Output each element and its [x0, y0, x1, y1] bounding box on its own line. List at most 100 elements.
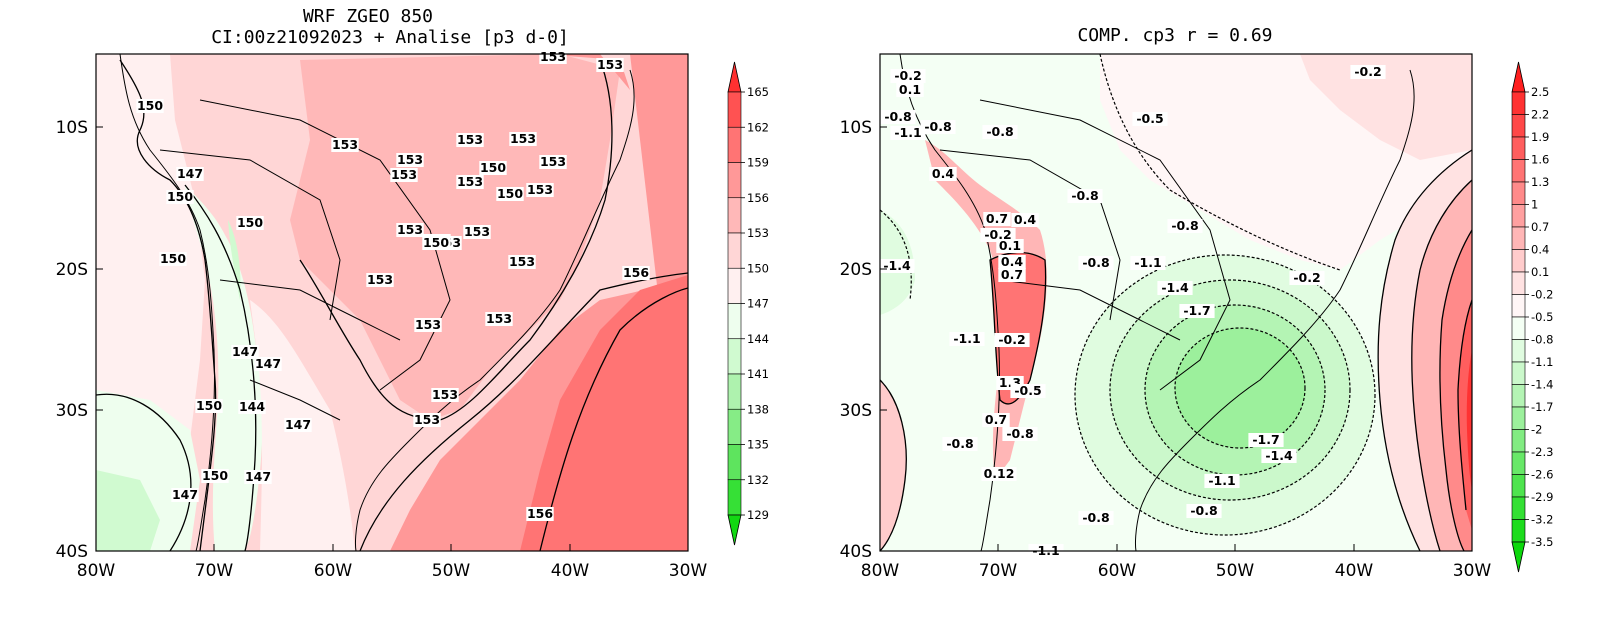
left-ytick-30S: 30S: [56, 401, 103, 421]
left-xtick-label: 30W: [669, 561, 708, 581]
right-xtick-label: 40W: [1335, 561, 1374, 581]
contour-label: 153: [464, 224, 490, 239]
right-contour-n05: [1099, 54, 1341, 271]
contour-label: -0.8: [884, 109, 911, 124]
contour-label: -1.1: [953, 331, 980, 346]
contour-label-bg: [526, 507, 554, 521]
contour-label-bg: [890, 69, 926, 83]
contour-label-bg: [414, 318, 442, 332]
contour-label: 147: [232, 344, 258, 359]
contour-label-bg: [1078, 256, 1114, 270]
colorbar-label: 0.7: [1531, 220, 1549, 234]
contour-label: 153: [540, 154, 566, 169]
right-xtick-30W: 30W: [1453, 544, 1491, 581]
right-andes-red: [990, 252, 1046, 404]
colorbar-swatch: [1511, 406, 1526, 430]
right-ytick-label: 30S: [840, 401, 872, 421]
contour-label: 150: [167, 189, 193, 204]
contour-label-bg: [1289, 271, 1325, 285]
contour-label-bg: [526, 183, 554, 197]
colorbar-label: 147: [747, 297, 769, 311]
contour-label-bg: [998, 268, 1026, 282]
colorbar-label: 150: [747, 261, 769, 275]
right-contour-p01: [1377, 149, 1472, 551]
colorbar-label: -0.8: [1531, 333, 1553, 347]
right-contour-west-n11: [880, 209, 912, 301]
contour-label: 156: [527, 506, 553, 521]
contour-label: -1.4: [883, 258, 911, 273]
contour-label: 156: [623, 265, 649, 280]
contour-label-bg: [622, 266, 650, 280]
left-xtick-50W: 50W: [432, 544, 471, 581]
right-north-pink: [1300, 54, 1472, 160]
contour-label: -0.8: [986, 124, 1013, 139]
contour-label: -0.8: [1082, 255, 1109, 270]
contour-label: 150: [160, 251, 186, 266]
contour-label: -0.8: [1082, 510, 1109, 525]
colorbar-label: -3.5: [1531, 535, 1553, 549]
contour-label: 153: [457, 132, 483, 147]
contour-label: -1.1: [1208, 473, 1235, 488]
left-y-axis: 10S 20S 30S 40S: [56, 118, 103, 562]
contour-label-bg: [413, 413, 441, 427]
colorbar-top-arrow: [1511, 61, 1526, 93]
contour-label-bg: [390, 168, 418, 182]
contour-label-bg: [879, 259, 915, 273]
contour-label-bg: [983, 212, 1011, 226]
colorbar-label: -1.1: [1531, 355, 1553, 369]
contour-label-bg: [1157, 281, 1193, 295]
contour-label: -0.8: [1006, 426, 1033, 441]
contour-label: -0.8: [946, 436, 973, 451]
colorbar-swatch: [727, 373, 742, 410]
contour-label-bg: [496, 187, 524, 201]
colorbar-swatch: [1511, 271, 1526, 295]
right-coast-atlantic: [1135, 69, 1415, 551]
contour-label: -0.2: [998, 332, 1025, 347]
contour-label: 153: [414, 412, 440, 427]
right-low-ring4: [1175, 328, 1305, 448]
colorbar-swatch: [727, 162, 742, 199]
colorbar-swatch: [1511, 249, 1526, 273]
contour-label: 150: [480, 160, 506, 175]
contour-label: -0.8: [924, 119, 951, 134]
right-title: COMP. cp3 r = 0.69: [1077, 25, 1272, 46]
left-xtick-80W: 80W: [77, 544, 115, 581]
colorbar-swatch: [727, 232, 742, 269]
contour-label: 0.12: [984, 466, 1015, 481]
contour-label: 0.4: [1001, 254, 1023, 269]
left-xtick-30W: 30W: [669, 544, 708, 581]
colorbar-swatch: [727, 303, 742, 340]
colorbar-swatch: [1511, 519, 1526, 543]
colorbar-label: 156: [747, 191, 769, 205]
contour-label: 153: [457, 174, 483, 189]
contour-label: 150: [196, 398, 222, 413]
colorbar-swatch: [727, 91, 742, 128]
colorbar-label: -2: [1531, 423, 1542, 437]
colorbar-swatch: [1511, 204, 1526, 228]
colorbar-label: 129: [747, 508, 769, 522]
colorbar-label: -2.3: [1531, 445, 1553, 459]
left-contour-147-sw: [96, 393, 192, 551]
left-ytick-label: 20S: [56, 260, 88, 280]
contour-label-bg: [331, 138, 359, 152]
contour-label: 153: [527, 182, 553, 197]
contour-label-bg: [1204, 474, 1240, 488]
contour-label: 147: [285, 417, 311, 432]
left-xtick-label: 40W: [551, 561, 590, 581]
contour-label: 144: [239, 399, 265, 414]
left-xtick-label: 50W: [432, 561, 471, 581]
contour-label: -1.4: [1265, 448, 1293, 463]
contour-label: -1.4: [1161, 280, 1189, 295]
contour-label: -1.1: [894, 125, 921, 140]
contour-label-bg: [431, 388, 459, 402]
contour-label-bg: [920, 120, 956, 134]
left-contour-153: [299, 59, 613, 421]
left-border-4: [249, 379, 341, 421]
contour-label-bg: [1350, 65, 1386, 79]
colorbar-swatch: [1511, 294, 1526, 318]
right-xtick-label: 50W: [1216, 561, 1255, 581]
right-coast-pacific: [899, 54, 1001, 551]
contour-label: 150: [497, 186, 523, 201]
